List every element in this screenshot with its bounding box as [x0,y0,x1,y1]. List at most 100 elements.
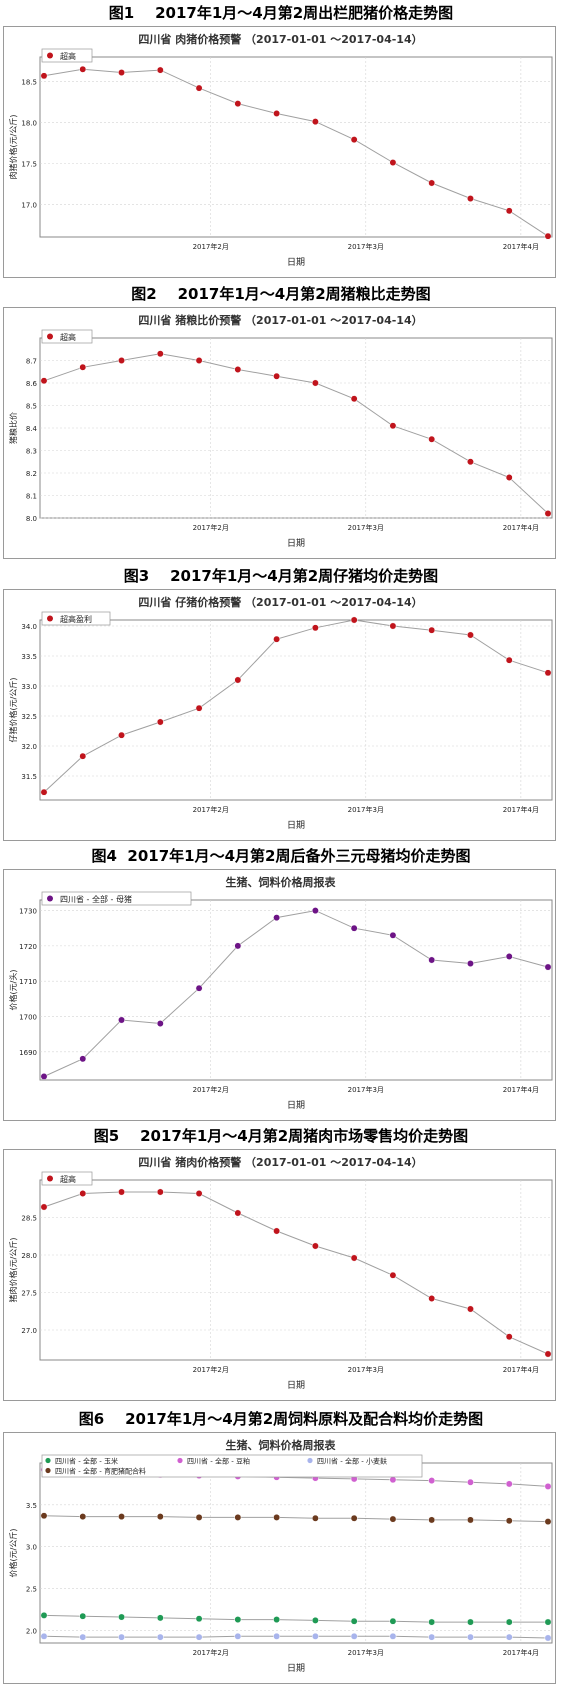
series-line [43,910,549,1077]
data-point [195,1615,203,1623]
data-point [40,1512,48,1520]
data-point [234,1513,242,1521]
data-point [273,1632,281,1640]
figure-4-caption: 图4 2017年1月～4月第2周后备外三元母猪均价走势图 [0,845,562,866]
data-point [467,458,474,466]
data-point [273,914,281,922]
y-tick-label: 8.2 [26,470,37,478]
data-point [311,1632,319,1640]
data-point [505,953,513,960]
data-point [118,69,125,76]
figure-1-text: 2017年1月～4月第2周出栏肥猪价格走势图 [155,4,454,22]
x-tick-label: 2017年2月 [193,242,229,251]
plot-area [39,619,553,801]
data-point [428,1633,436,1641]
data-point [118,1513,125,1521]
data-point [79,1633,87,1641]
chart-panel-6: 生猪、饲料价格周报表 2.0 2.5 3.0 3.5 2017年2月 2017年3月 2017… [3,1432,556,1684]
y-tick-label: 2.0 [26,1627,37,1635]
plot-area [39,56,553,238]
legend-marker [177,1457,183,1464]
figure-6-label: 图6 [78,1410,105,1428]
legend-marker [47,615,53,622]
data-point [40,1203,48,1211]
x-axis-label: 日期 [287,1663,305,1674]
data-point [156,718,164,726]
data-point [311,379,319,387]
data-point [311,907,319,915]
data-point [389,1617,397,1625]
data-point [505,474,513,481]
y-tick-label: 31.5 [21,773,37,781]
y-axis-label: 猪肉价格(元/公斤) [8,1238,18,1303]
y-tick-label: 28.5 [21,1215,37,1223]
series-line [43,1614,548,1623]
data-point [350,924,358,932]
data-point [389,422,397,430]
y-tick-label: 8.5 [26,403,37,411]
data-point [505,1333,513,1341]
x-tick-label: 2017年3月 [348,523,384,532]
plot-area [39,1179,553,1361]
x-axis-label: 日期 [287,820,305,831]
data-point [505,1618,513,1626]
legend-label: 超高 [60,1174,76,1184]
x-tick-label: 2017年4月 [503,242,539,251]
legend-marker [45,1467,51,1474]
y-axis-label: 猪粮比价 [8,412,18,444]
y-tick-label: 8.0 [26,515,37,523]
x-tick-label: 2017年2月 [193,1648,229,1657]
legend-label: 四川省 - 全部 - 育肥猪配合料 [55,1467,146,1476]
legend-box [41,1171,93,1186]
data-point [428,1295,436,1302]
y-tick-label: 3.0 [26,1544,37,1552]
data-point [156,350,164,358]
chart-panel-1: 四川省 肉猪价格预警 （2017-01-01 ～2017-04-14） 17.0 1… [3,26,556,278]
data-point [79,1055,87,1063]
data-point [273,372,281,380]
data-point [467,1478,474,1486]
data-point [467,631,474,639]
x-tick-label: 2017年3月 [348,805,384,814]
y-tick-label: 33.0 [21,683,37,691]
data-point [467,1633,474,1641]
data-point [234,1209,242,1217]
x-axis-label: 日期 [287,1100,305,1111]
chart-title: 生猪、饲料价格周报表 [226,875,337,889]
x-tick-label: 2017年4月 [503,805,539,814]
figure-1-label: 图1 [108,4,135,22]
legend-box [41,48,93,63]
data-point [234,1632,242,1640]
chart-panel-2: 四川省 猪粮比价预警 （2017-01-01 ～2017-04-14） 8.0 8.… [3,307,556,559]
figure-2-text: 2017年1月～4月第2周猪粮比走势图 [177,285,431,303]
data-point [350,616,358,624]
data-point [350,136,358,144]
data-point [467,1516,474,1524]
chart-svg: 生猪、饲料价格周报表 2.0 2.5 3.0 3.5 2017年2月 2017年3月 2017… [8,1438,553,1674]
y-tick-label: 17.5 [21,160,37,168]
legend-label: 四川省 - 全部 - 母猪 [60,894,132,904]
y-tick-label: 1710 [19,978,37,986]
data-point [79,1190,87,1197]
x-tick-label: 2017年3月 [348,1365,384,1374]
data-point [79,363,87,371]
legend-box [41,891,192,906]
legend-marker [307,1457,313,1464]
data-point [195,704,203,712]
data-point [40,1073,48,1080]
figure-6-text: 2017年1月～4月第2周饲料原料及配合料均价走势图 [125,1410,484,1428]
data-point [544,1518,552,1526]
legend-label: 四川省 - 全部 - 豆粕 [187,1457,250,1466]
chart-panel-3: 四川省 仔猪价格预警 （2017-01-01 ～2017-04-14） 31.5 3… [3,589,556,841]
y-tick-label: 1690 [19,1049,37,1057]
data-point [389,622,397,630]
chart-title: 四川省 仔猪价格预警 （2017-01-01 ～2017-04-14） [138,595,422,609]
data-point [467,960,474,967]
data-point [195,84,203,92]
figure-1-caption: 图1 2017年1月～4月第2周出栏肥猪价格走势图 [0,2,562,23]
figure-5-text: 2017年1月～4月第2周猪肉市场零售均价走势图 [140,1127,469,1145]
data-point [156,1188,164,1196]
data-point [273,1616,281,1624]
series-line [43,353,549,514]
data-point [428,956,436,964]
